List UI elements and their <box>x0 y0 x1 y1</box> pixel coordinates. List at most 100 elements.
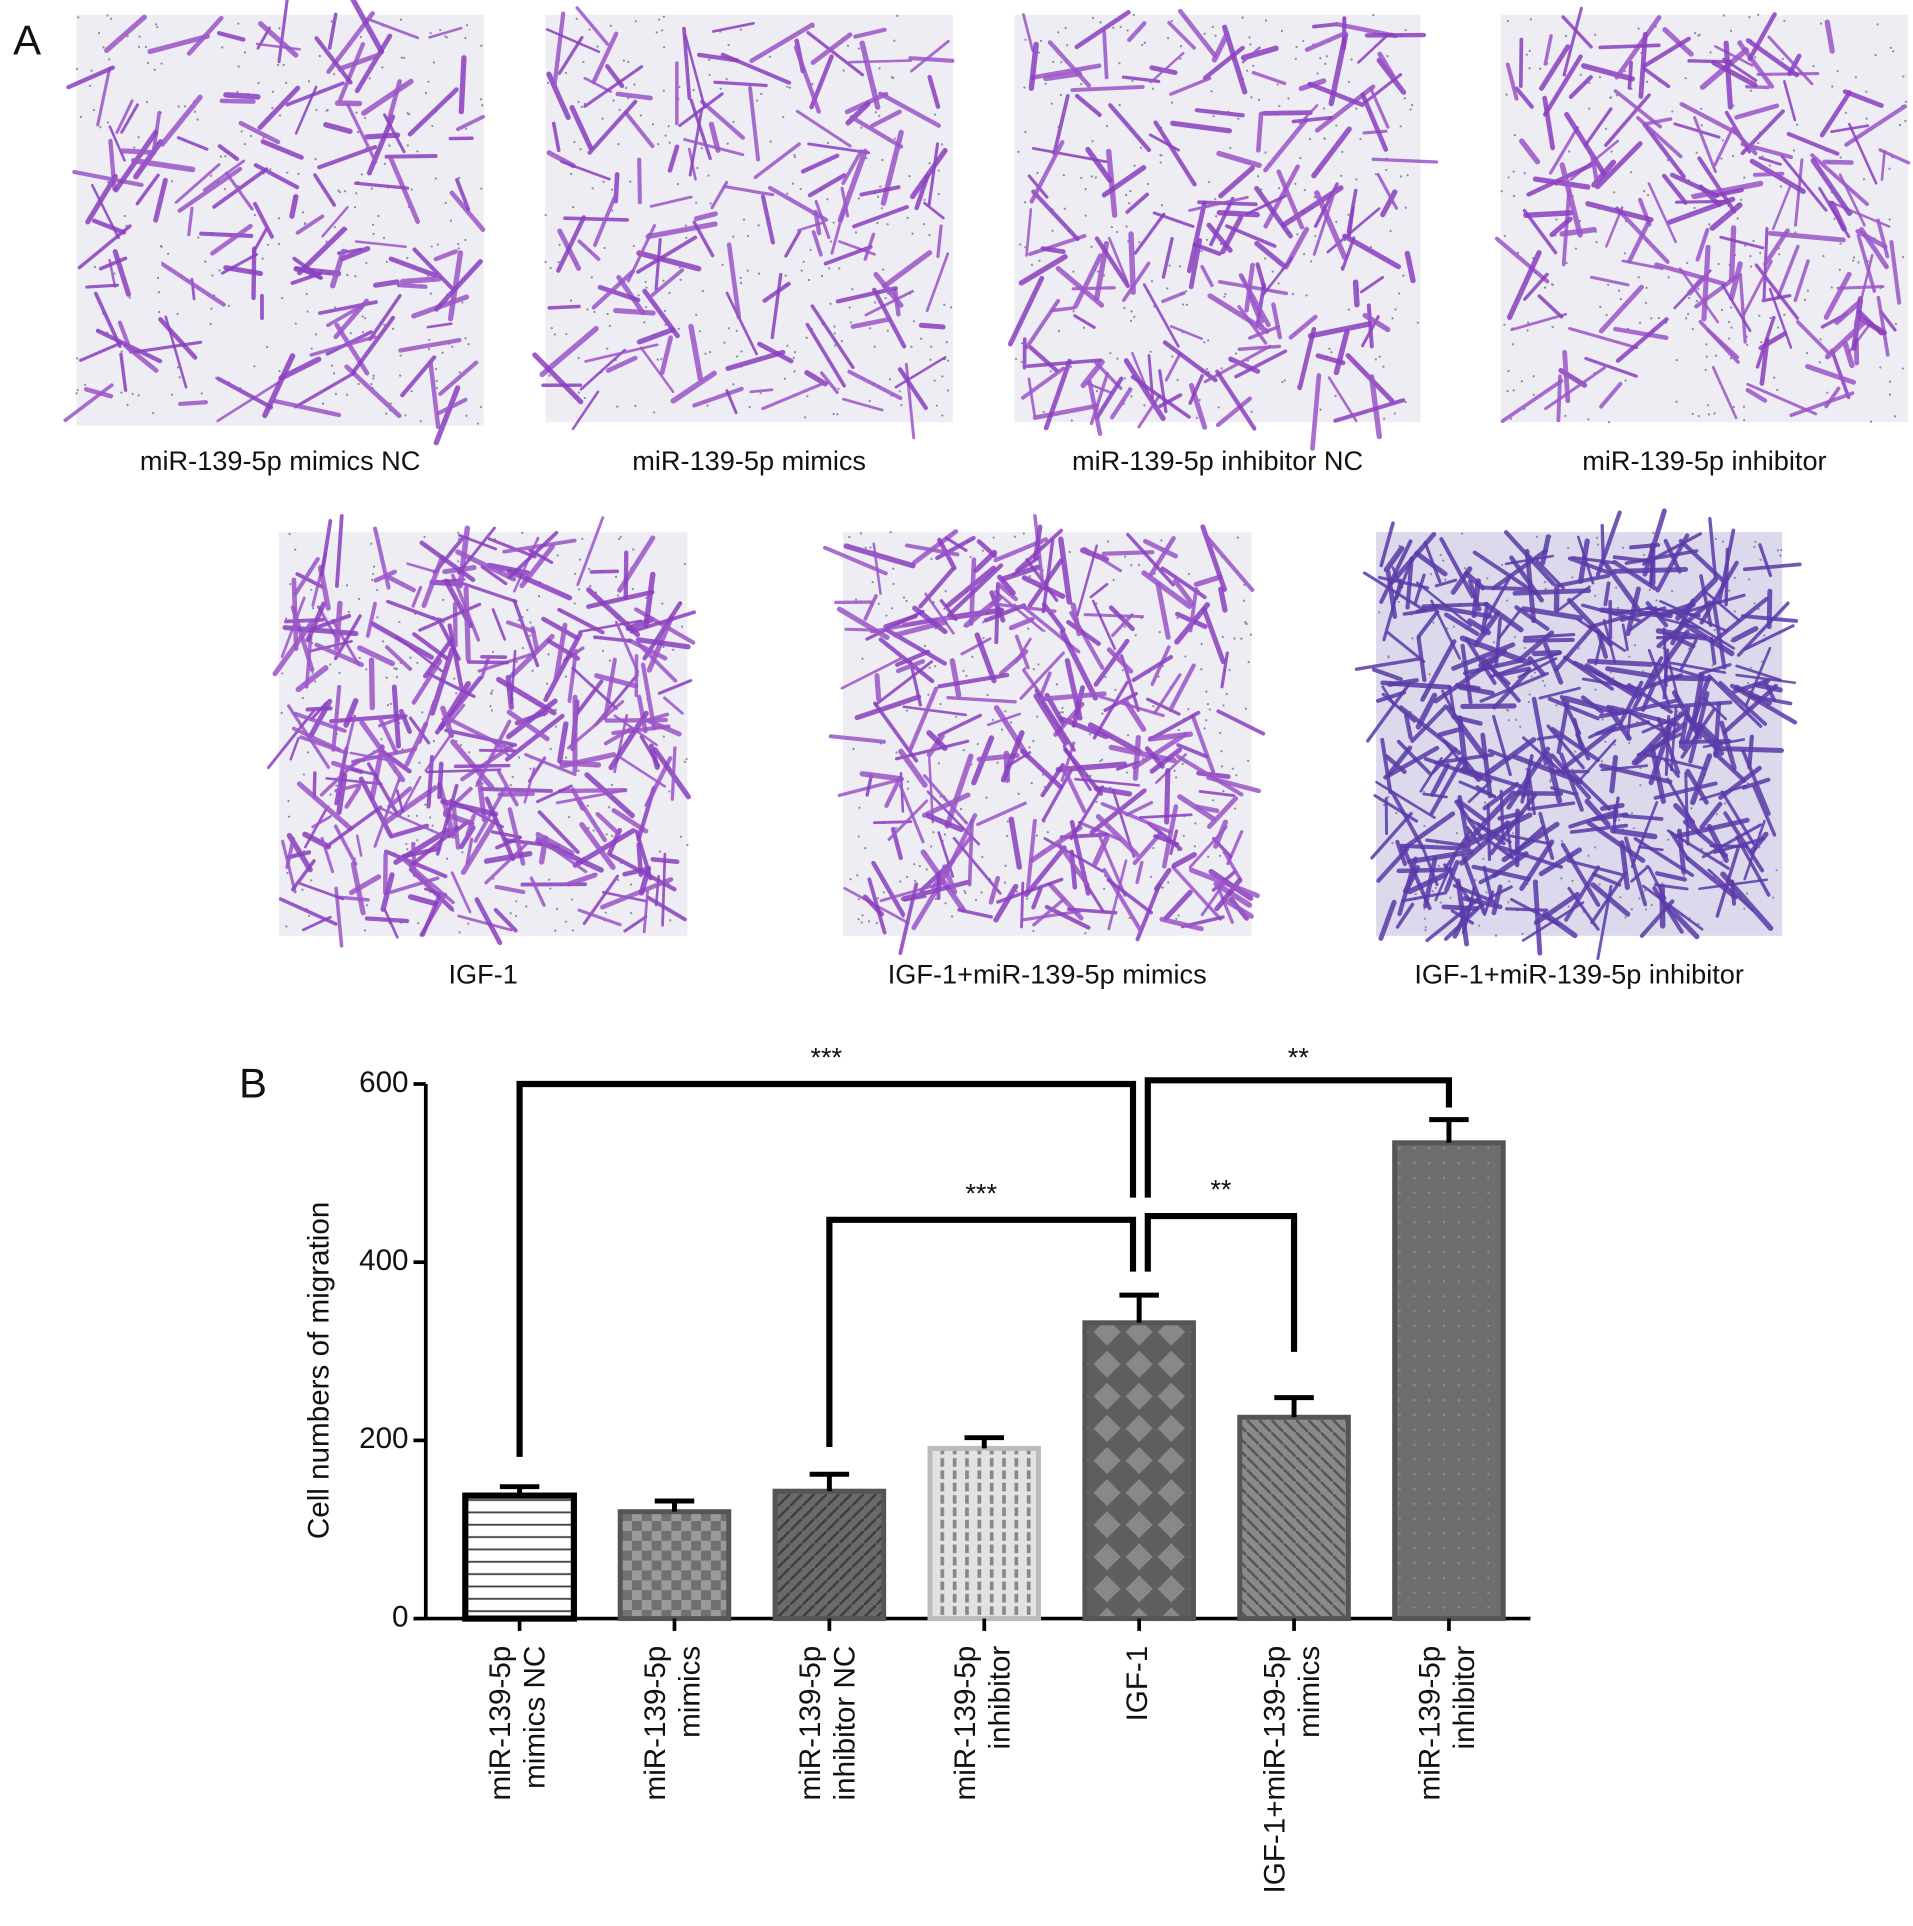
speck <box>1308 137 1312 141</box>
speck <box>1630 171 1633 174</box>
cell <box>853 27 887 39</box>
speck <box>137 136 140 139</box>
speck <box>683 760 686 764</box>
cell <box>1346 188 1358 234</box>
speck <box>1118 62 1121 65</box>
cell <box>223 92 261 100</box>
cell <box>1415 692 1438 730</box>
cell <box>1532 879 1543 956</box>
speck <box>1027 627 1030 630</box>
speck <box>1203 32 1206 35</box>
cell <box>1405 556 1414 610</box>
cell <box>1505 824 1513 856</box>
x-tick-label: miR-139-5p <box>639 1646 672 1801</box>
cell <box>1583 107 1613 148</box>
cell <box>1662 627 1668 687</box>
speck <box>653 411 656 414</box>
speck <box>1852 256 1856 259</box>
speck <box>1599 305 1602 308</box>
speck <box>586 308 589 311</box>
cell <box>420 894 442 937</box>
image-caption: IGF-1+miR-139-5p mimics <box>888 959 1207 990</box>
cell <box>1224 898 1254 919</box>
speck <box>330 20 333 23</box>
cell <box>536 784 573 804</box>
cell <box>411 658 443 705</box>
significance-bracket <box>826 1216 1137 1447</box>
speck <box>923 198 926 201</box>
speck <box>1527 700 1531 704</box>
speck <box>243 51 247 54</box>
speck <box>1374 173 1378 176</box>
speck <box>1717 262 1720 266</box>
speck <box>630 912 633 915</box>
speck <box>1089 774 1092 777</box>
speck <box>1740 198 1743 201</box>
cell <box>294 371 356 409</box>
speck <box>913 863 916 866</box>
cell <box>1723 811 1765 873</box>
error-bar <box>1119 1292 1159 1323</box>
cell <box>661 852 667 927</box>
speck <box>424 803 427 806</box>
speck <box>1532 393 1535 396</box>
cell <box>1043 70 1083 82</box>
cell <box>258 21 299 58</box>
cell <box>862 894 885 917</box>
speck <box>108 58 111 61</box>
speck <box>1773 376 1776 379</box>
cell <box>1698 663 1732 676</box>
cell <box>1206 222 1233 253</box>
speck <box>1208 181 1211 184</box>
cell <box>1715 846 1740 918</box>
cell <box>384 154 438 159</box>
speck <box>663 309 667 312</box>
cell <box>296 781 354 831</box>
speck <box>1617 818 1621 822</box>
cell <box>870 617 939 634</box>
speck <box>1240 637 1243 640</box>
speck <box>1181 303 1185 306</box>
speck <box>1794 231 1797 234</box>
speck <box>1382 417 1386 420</box>
speck <box>934 897 937 900</box>
cell <box>450 739 495 790</box>
speck <box>1595 536 1599 539</box>
cell <box>1699 784 1748 801</box>
cell <box>1702 696 1728 721</box>
cell <box>537 810 580 854</box>
speck <box>1544 587 1547 590</box>
speck <box>432 740 435 743</box>
speck <box>564 675 568 678</box>
speck <box>1567 905 1570 908</box>
speck <box>1528 693 1531 696</box>
speck <box>285 81 288 84</box>
cell <box>1014 637 1032 664</box>
speck <box>1695 151 1698 154</box>
speck <box>372 232 375 235</box>
speck <box>982 636 985 640</box>
cell <box>1255 262 1267 290</box>
cell <box>1543 642 1564 685</box>
cell <box>1169 325 1203 340</box>
speck <box>479 98 483 101</box>
cell <box>1169 76 1212 96</box>
speck <box>1852 259 1855 262</box>
cell <box>689 98 712 161</box>
speck <box>314 157 317 161</box>
cell <box>613 308 656 316</box>
cell <box>386 79 402 123</box>
speck <box>802 260 805 263</box>
cell <box>840 655 906 690</box>
cell <box>1575 732 1591 761</box>
cell <box>1556 585 1591 612</box>
significance-label: *** <box>965 1177 997 1208</box>
micrograph <box>266 514 696 948</box>
speck <box>144 45 148 49</box>
speck <box>575 17 578 20</box>
cell <box>419 540 476 583</box>
cell <box>1298 104 1319 125</box>
speck <box>1836 69 1839 73</box>
cell <box>939 599 958 622</box>
speck <box>1207 339 1210 342</box>
